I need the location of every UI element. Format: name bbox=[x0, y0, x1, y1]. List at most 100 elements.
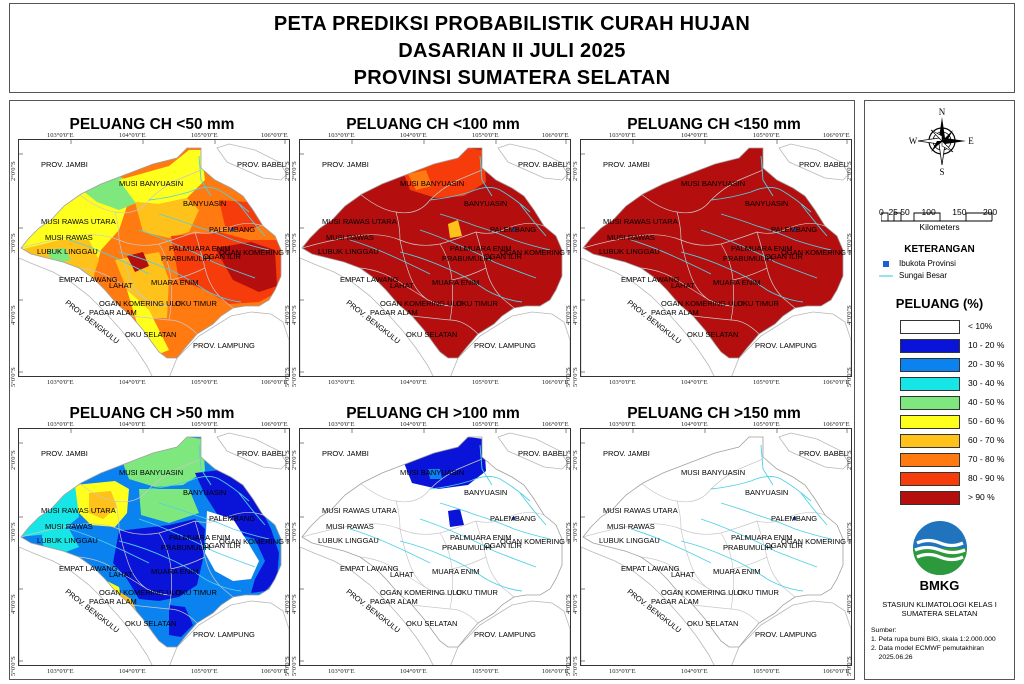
compass-n: N bbox=[939, 107, 946, 117]
district-boundary bbox=[78, 267, 172, 307]
place-label-pagar-alam: PAGAR ALAM bbox=[651, 597, 699, 606]
lon-tick-label: 104°0'0"E bbox=[400, 132, 427, 139]
map-frame: PROV. JAMBI PROV. BABEL MUSI BANYUASIN BANY… bbox=[580, 139, 852, 377]
place-label-muara-enim: MUARA ENIM bbox=[432, 567, 480, 576]
legend-class-label: 20 - 30 % bbox=[968, 359, 1005, 369]
lon-tick-label: 104°0'0"E bbox=[681, 379, 708, 386]
province-bengkulu bbox=[581, 546, 715, 665]
legend-panel: N S E W 0 25 50 100 150 200 Kilometers K… bbox=[864, 100, 1015, 680]
lat-tick-label-right: 5°0'0"S bbox=[284, 367, 291, 387]
probability-zone bbox=[408, 170, 432, 190]
lat-tick-label-left: 5°0'0"S bbox=[10, 656, 17, 676]
place-label-prov-jambi: PROV. JAMBI bbox=[41, 449, 88, 458]
panel-title: PELUANG CH <50 mm bbox=[69, 116, 235, 133]
district-boundary bbox=[194, 512, 264, 523]
place-label-lubuk-linggau: LUBUK LINGGAU bbox=[37, 247, 98, 256]
lon-tick-label: 106°0'0"E bbox=[261, 668, 288, 675]
lon-tick-label: 103°0'0"E bbox=[609, 421, 636, 428]
stasiun-name: STASIUN KLIMATOLOGI KELAS I SUMATERA SEL… bbox=[865, 600, 1014, 618]
lat-tick-label-right: 5°0'0"S bbox=[846, 367, 853, 387]
river-line bbox=[68, 528, 150, 564]
river-line bbox=[720, 213, 832, 251]
lon-tick-label: 103°0'0"E bbox=[328, 668, 355, 675]
district-boundary bbox=[732, 556, 768, 570]
district-boundary bbox=[676, 211, 682, 241]
lon-tick-label: 106°0'0"E bbox=[261, 421, 288, 428]
lon-tick-label: 106°0'0"E bbox=[542, 132, 569, 139]
district-boundary bbox=[411, 604, 479, 624]
place-label-lahat: LAHAT bbox=[390, 281, 414, 290]
legend-swatch bbox=[900, 453, 960, 467]
place-label-pagar-alam: PAGAR ALAM bbox=[370, 597, 418, 606]
lat-tick-label-left: 4°0'0"S bbox=[572, 305, 579, 325]
place-label-pagar-alam: PAGAR ALAM bbox=[89, 308, 137, 317]
district-boundary bbox=[130, 315, 198, 335]
lon-tick-label: 103°0'0"E bbox=[328, 379, 355, 386]
district-boundary bbox=[359, 267, 453, 307]
place-label-ogan-komering-ulu: OGAN KOMERING ULU bbox=[380, 299, 463, 308]
legend-class-label: 10 - 20 % bbox=[968, 340, 1005, 350]
lat-tick-label-right: 3°0'0"S bbox=[284, 233, 291, 253]
river-line bbox=[419, 229, 537, 279]
place-label-lahat: LAHAT bbox=[109, 570, 133, 579]
lat-tick-label-left: 4°0'0"S bbox=[291, 305, 298, 325]
river-line bbox=[760, 155, 774, 197]
lon-tick-label: 105°0'0"E bbox=[753, 132, 780, 139]
province-lampung bbox=[169, 311, 289, 376]
river-line bbox=[630, 528, 712, 564]
place-label-musi-rawas: MUSI RAWAS bbox=[326, 522, 374, 531]
place-label-ogan-ilir: OGAN ILIR bbox=[765, 252, 803, 261]
place-label-prabumulih: PRABUMULIH bbox=[723, 254, 773, 263]
lat-tick-label-left: 5°0'0"S bbox=[572, 656, 579, 676]
lon-tick-label: 103°0'0"E bbox=[47, 379, 74, 386]
lat-tick-label-left: 2°0'0"S bbox=[572, 450, 579, 470]
district-boundary bbox=[114, 500, 120, 530]
lon-tick-label: 106°0'0"E bbox=[823, 421, 850, 428]
north-arrow-compass-icon: N S E W bbox=[909, 107, 974, 177]
place-label-ogan-komering-ilir: OGAN KOMERING ILIR bbox=[781, 248, 851, 257]
map-title-box: PETA PREDIKSI PROBABILISTIK CURAH HUJAN … bbox=[9, 3, 1015, 93]
place-label-prabumulih: PRABUMULIH bbox=[723, 543, 773, 552]
lat-tick-label-left: 2°0'0"S bbox=[572, 161, 579, 181]
district-boundary bbox=[395, 211, 401, 241]
panel-title: PELUANG CH <150 mm bbox=[627, 116, 801, 133]
place-label-oku-timur: OKU TIMUR bbox=[456, 299, 498, 308]
place-label-oku-selatan: OKU SELATAN bbox=[687, 619, 739, 628]
lon-tick-label: 104°0'0"E bbox=[681, 421, 708, 428]
lon-tick-label: 105°0'0"E bbox=[191, 668, 218, 675]
place-label-lahat: LAHAT bbox=[390, 570, 414, 579]
place-label-musi-banyuasin: MUSI BANYUASIN bbox=[681, 179, 746, 188]
place-label-musi-banyuasin: MUSI BANYUASIN bbox=[119, 179, 184, 188]
district-boundary bbox=[475, 223, 545, 234]
district-boundary bbox=[395, 500, 401, 530]
district-boundary bbox=[411, 315, 479, 335]
lat-tick-label-right: 5°0'0"S bbox=[565, 367, 572, 387]
lat-tick-label-right: 3°0'0"S bbox=[846, 522, 853, 542]
sumber-2: 2. Data model ECMWF pemutakhiran bbox=[871, 645, 984, 652]
compass-s: S bbox=[939, 167, 944, 177]
river-line bbox=[479, 155, 493, 197]
legend-swatch bbox=[900, 339, 960, 353]
lat-tick-label-right: 3°0'0"S bbox=[565, 522, 572, 542]
lon-tick-label: 105°0'0"E bbox=[191, 379, 218, 386]
place-label-banyuasin: BANYUASIN bbox=[745, 488, 789, 497]
lon-tick-label: 105°0'0"E bbox=[472, 379, 499, 386]
district-boundary bbox=[640, 458, 764, 503]
place-label-banyuasin: BANYUASIN bbox=[183, 488, 227, 497]
lat-tick-label-left: 3°0'0"S bbox=[572, 233, 579, 253]
province-lampung bbox=[450, 600, 570, 665]
place-label-musi-rawas-utara: MUSI RAWAS UTARA bbox=[322, 217, 397, 226]
map-frame: PROV. JAMBI PROV. BABEL MUSI BANYUASIN BANY… bbox=[18, 139, 290, 377]
place-label-prabumulih: PRABUMULIH bbox=[161, 254, 211, 263]
district-boundary bbox=[640, 267, 734, 307]
district-boundary bbox=[640, 169, 764, 214]
place-label-muara-enim-pali: MUARA ENIM bbox=[464, 244, 512, 253]
map-panel-gt150: PELUANG CH >150 mm PROV. JAMBI PROV. BABEL… bbox=[572, 392, 853, 679]
lon-tick-label: 105°0'0"E bbox=[753, 421, 780, 428]
lon-tick-label: 104°0'0"E bbox=[400, 379, 427, 386]
lat-tick-label-right: 4°0'0"S bbox=[846, 594, 853, 614]
place-label-prov-lampung: PROV. LAMPUNG bbox=[755, 630, 817, 639]
place-label-palembang: PALEMBANG bbox=[209, 514, 256, 523]
lon-tick-label: 103°0'0"E bbox=[328, 132, 355, 139]
map-frame: PROV. JAMBI PROV. BABEL MUSI BANYUASIN BANY… bbox=[299, 428, 571, 666]
